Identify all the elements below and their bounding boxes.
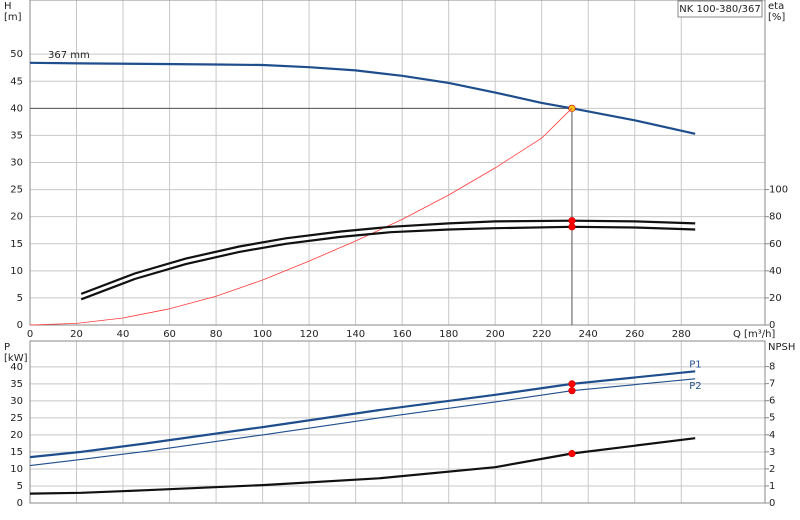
curve xyxy=(80,225,696,301)
duty-point-marker xyxy=(568,387,576,395)
x-tick-label: 180 xyxy=(439,329,458,340)
y2-tick-label: 20 xyxy=(769,293,782,304)
annotation-box xyxy=(677,0,763,18)
y-tick-label: 10 xyxy=(10,266,23,277)
y2-tick-label: 3 xyxy=(769,447,775,458)
x-tick-label: 140 xyxy=(346,329,365,340)
y-tick-label: 0 xyxy=(17,498,23,509)
duty-point-marker xyxy=(568,217,576,225)
y2-tick-label: 4 xyxy=(769,430,775,441)
series-label: 367 mm xyxy=(48,50,90,61)
x-axis-label: Q [m³/h] xyxy=(733,329,775,340)
duty-point-marker xyxy=(568,380,576,388)
y-tick-label: 25 xyxy=(10,413,23,424)
y2-tick-label: 0 xyxy=(769,498,775,509)
y2-tick-label: 0 xyxy=(769,320,775,331)
y-axis-label: H xyxy=(4,1,12,12)
plot-frame xyxy=(29,340,766,504)
curve xyxy=(29,61,696,135)
curve xyxy=(29,370,696,459)
y-axis-label: [m] xyxy=(4,12,22,23)
series-label: P1 xyxy=(689,359,701,370)
y2-tick-label: 8 xyxy=(769,362,775,373)
y2-axis-label: NPSH xyxy=(768,342,795,353)
y-tick-label: 15 xyxy=(10,447,23,458)
y-tick-label: 5 xyxy=(17,481,23,492)
x-tick-label: 0 xyxy=(27,329,33,340)
x-tick-label: 40 xyxy=(117,329,130,340)
y-tick-label: 30 xyxy=(10,396,23,407)
y2-tick-label: 80 xyxy=(769,212,782,223)
x-tick-label: 220 xyxy=(532,329,551,340)
y-tick-label: 50 xyxy=(10,49,23,60)
y2-tick-label: 40 xyxy=(769,266,782,277)
curve xyxy=(29,378,696,467)
curve xyxy=(29,108,573,326)
duty-point-marker xyxy=(568,223,576,231)
y-tick-label: 35 xyxy=(10,130,23,141)
y-tick-label: 0 xyxy=(17,320,23,331)
y-axis-label: P xyxy=(4,342,10,353)
y2-axis-label: eta xyxy=(768,1,784,12)
series-label: P2 xyxy=(689,381,701,392)
y-tick-label: 20 xyxy=(10,430,23,441)
y-tick-label: 10 xyxy=(10,464,23,475)
y-tick-label: 30 xyxy=(10,158,23,169)
x-tick-label: 80 xyxy=(210,329,223,340)
y-axis-label: [kW] xyxy=(4,353,28,364)
y-tick-label: 20 xyxy=(10,212,23,223)
y2-tick-label: 1 xyxy=(769,481,775,492)
x-tick-label: 200 xyxy=(486,329,505,340)
x-tick-label: 100 xyxy=(253,329,272,340)
x-tick-label: 60 xyxy=(163,329,176,340)
x-tick-label: 280 xyxy=(672,329,691,340)
y2-tick-label: 2 xyxy=(769,464,775,475)
y-tick-label: 35 xyxy=(10,379,23,390)
x-tick-label: 260 xyxy=(625,329,644,340)
y-tick-label: 40 xyxy=(10,103,23,114)
y2-axis-label: [%] xyxy=(768,12,785,23)
y2-tick-label: 7 xyxy=(769,379,775,390)
y-tick-label: 15 xyxy=(10,239,23,250)
y-tick-label: 25 xyxy=(10,185,23,196)
duty-point-marker xyxy=(568,449,576,458)
annotation: NK 100-380/367 xyxy=(679,4,760,15)
y-tick-label: 45 xyxy=(10,76,23,87)
x-tick-label: 20 xyxy=(70,329,83,340)
y2-tick-label: 60 xyxy=(769,239,782,250)
y2-tick-label: 6 xyxy=(769,396,775,407)
y2-tick-label: 100 xyxy=(769,185,788,196)
curve xyxy=(29,437,696,495)
y2-tick-label: 5 xyxy=(769,413,775,424)
plot-frame xyxy=(29,0,766,326)
y-tick-label: 5 xyxy=(17,293,23,304)
y-tick-label: 40 xyxy=(10,362,23,373)
x-tick-label: 240 xyxy=(579,329,598,340)
x-tick-label: 160 xyxy=(393,329,412,340)
x-tick-label: 120 xyxy=(300,329,319,340)
curve xyxy=(80,219,696,295)
